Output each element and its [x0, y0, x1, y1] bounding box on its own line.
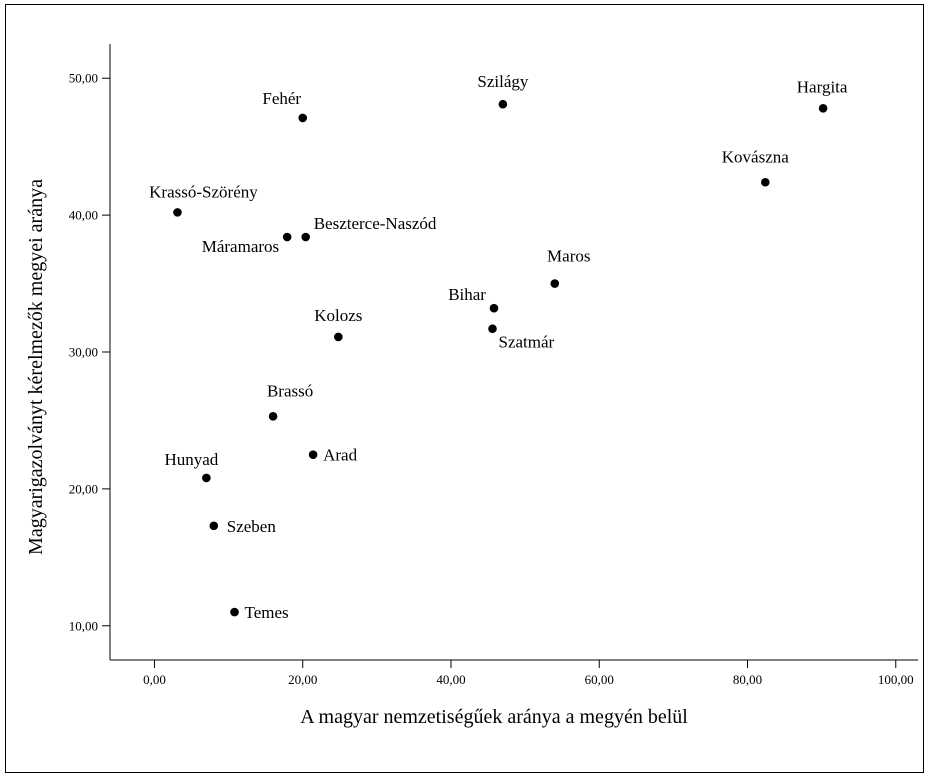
data-point: [209, 521, 219, 531]
data-point-label: Brassó: [267, 381, 313, 400]
axes: 0,00 20,00 40,00 60,00 80,00 100,00 10,00 20,00…: [69, 44, 918, 687]
data-point: [308, 450, 318, 459]
data-point: [334, 332, 343, 342]
data-point: [173, 208, 182, 217]
y-tick-label: 50,00: [69, 71, 98, 86]
chart-frame: [5, 4, 924, 773]
data-point-label: Maros: [547, 247, 590, 266]
data-point-label: Kovászna: [722, 147, 789, 166]
data-point-label: Beszterce-Naszód: [314, 214, 437, 233]
y-axis-title: Magyarigazolványt kérelmezők megyei arán…: [25, 179, 47, 555]
y-tick-label: 20,00: [69, 481, 98, 496]
x-tick-label: 100,00: [878, 672, 914, 687]
data-point-label: Bihar: [448, 285, 486, 304]
data-point-label: Temes: [245, 603, 289, 622]
data-point-label: Kolozs: [314, 306, 362, 325]
data-points: Fehér Szilágy Hargita Kovászna Krassó-Szörén…: [149, 72, 848, 622]
data-point: [498, 99, 508, 109]
data-point: [489, 303, 499, 313]
x-tick-label: 40,00: [436, 672, 465, 687]
data-point-label: Máramaros: [202, 237, 279, 256]
data-point-label: Szilágy: [477, 72, 528, 91]
y-tick-label: 40,00: [69, 208, 98, 223]
data-point-label: Hunyad: [164, 450, 218, 469]
data-point-label: Szeben: [227, 517, 277, 536]
y-tick-label: 30,00: [69, 345, 98, 360]
data-point: [488, 324, 497, 334]
data-point: [298, 113, 308, 123]
data-point: [760, 177, 770, 187]
data-point-label: Arad: [323, 446, 357, 465]
x-tick-label: 20,00: [288, 672, 317, 687]
x-tick-label: 60,00: [585, 672, 614, 687]
data-point-label: Hargita: [797, 77, 848, 96]
data-point-label: Fehér: [262, 89, 301, 108]
x-tick-label: 80,00: [733, 672, 762, 687]
y-tick-label: 10,00: [69, 618, 98, 633]
data-point: [550, 279, 560, 288]
data-point: [301, 232, 310, 242]
data-point: [230, 607, 239, 617]
data-point: [202, 473, 211, 483]
data-point-label: Krassó-Szörény: [149, 182, 258, 201]
data-point: [282, 232, 292, 242]
data-point: [818, 104, 828, 113]
data-point-label: Szatmár: [499, 333, 555, 352]
x-axis-title: A magyar nemzetiségűek aránya a megyén b…: [300, 706, 688, 728]
data-point: [268, 412, 278, 421]
x-tick-label: 0,00: [143, 672, 166, 687]
